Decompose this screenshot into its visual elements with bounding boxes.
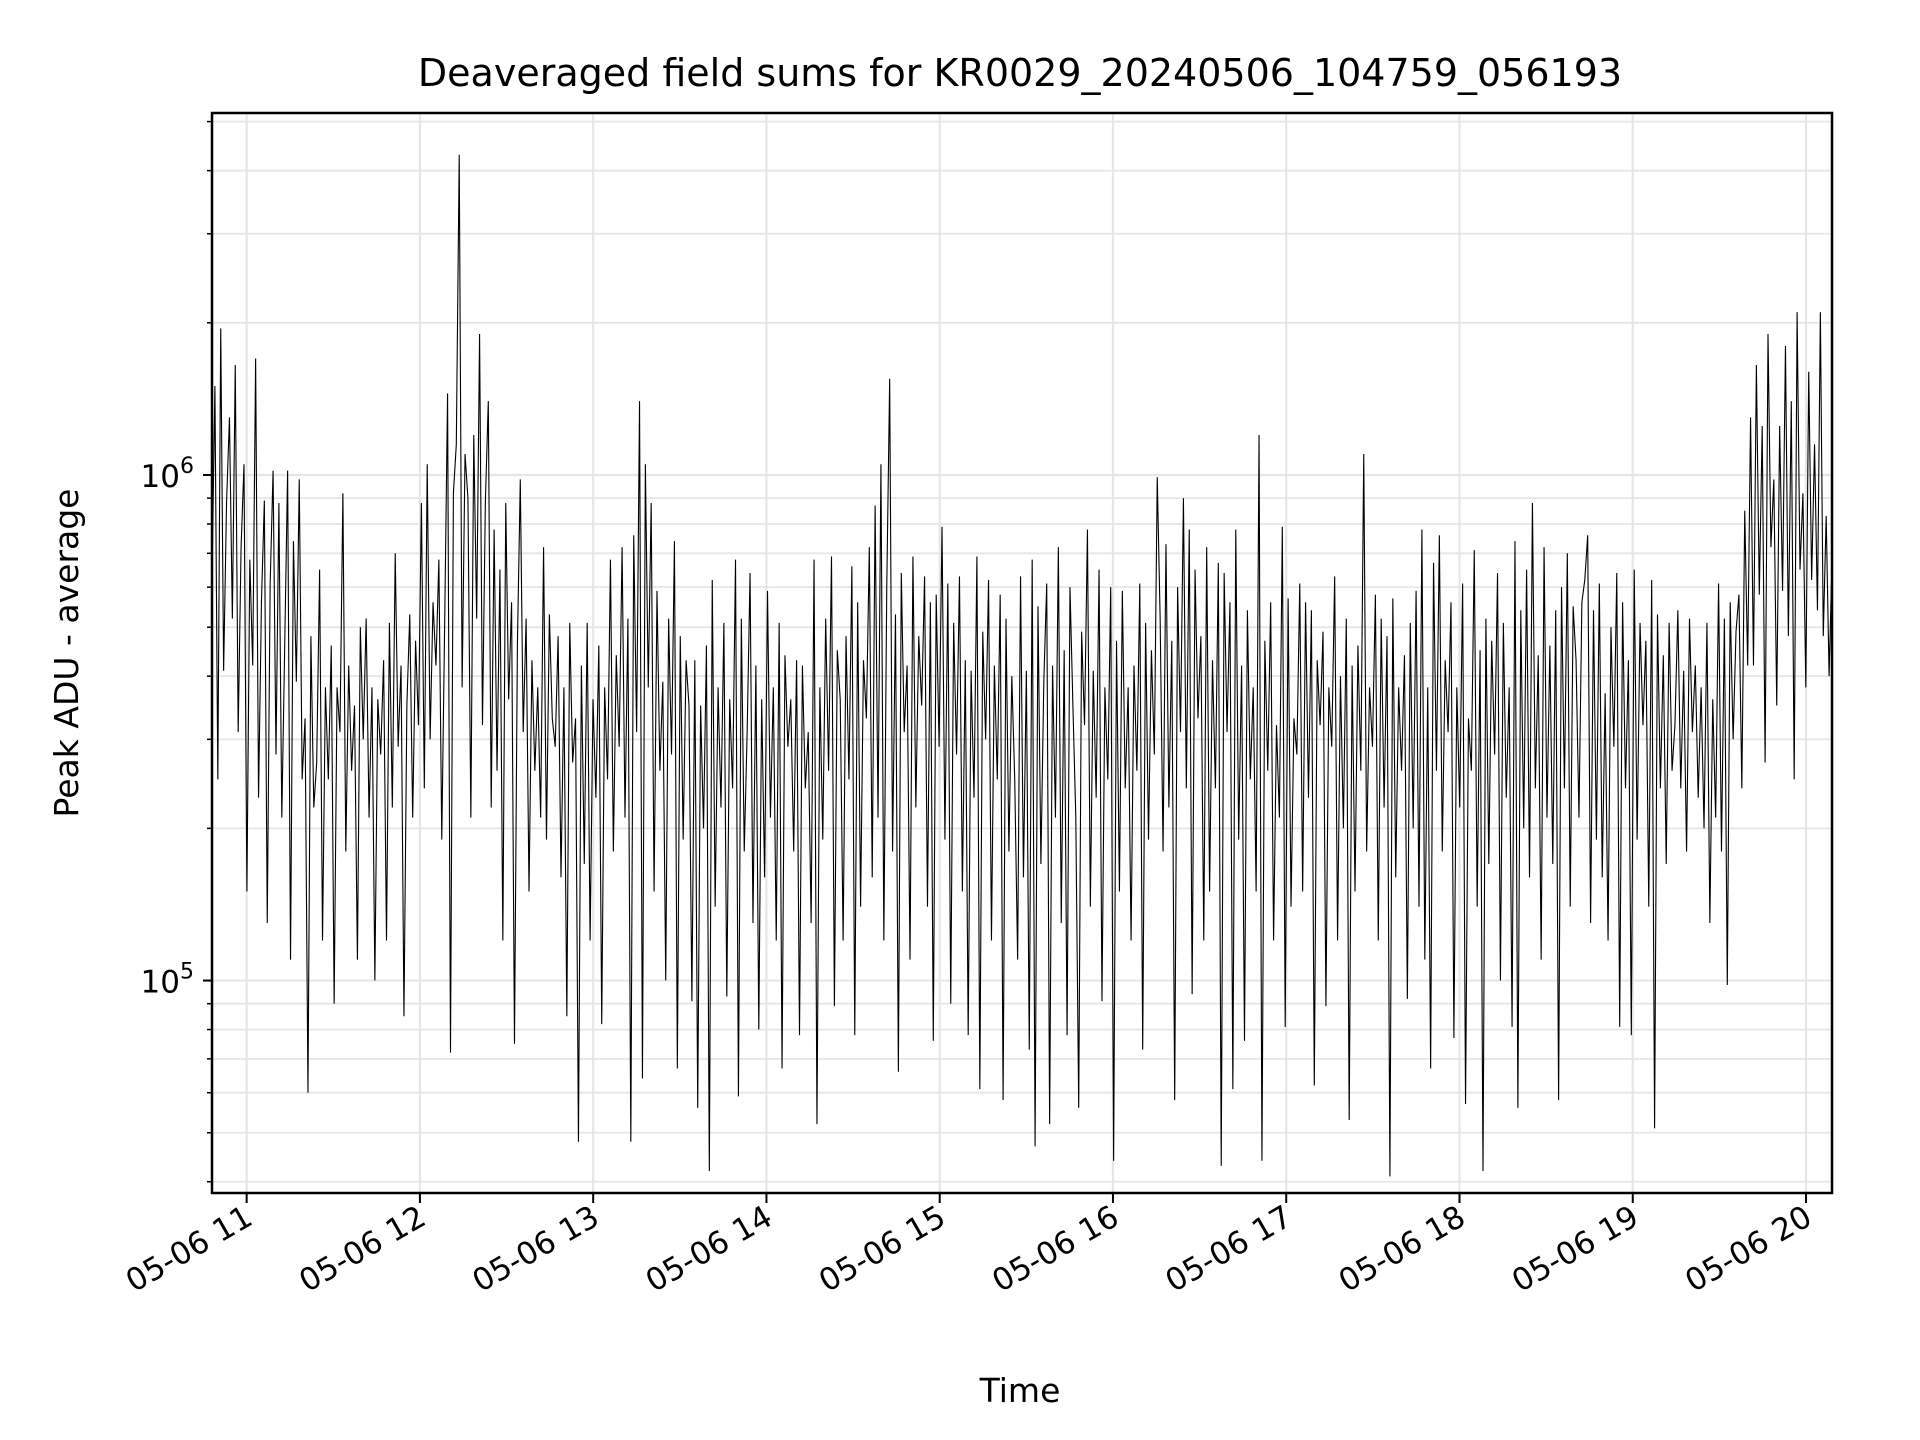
x-axis-label: Time xyxy=(979,1371,1061,1410)
y-tick-label: 105 xyxy=(141,960,194,1001)
y-tick-base: 10 xyxy=(141,965,180,1001)
y-axis-label: Peak ADU - average xyxy=(47,489,86,818)
y-tick-exponent: 5 xyxy=(180,960,194,985)
series-layer xyxy=(211,154,1833,1177)
y-tick-exponent: 6 xyxy=(180,454,194,479)
y-tick-base: 10 xyxy=(141,459,180,495)
y-tick-label: 106 xyxy=(141,454,194,495)
chart-title: Deaveraged field sums for KR0029_2024050… xyxy=(418,51,1622,95)
series-line-0 xyxy=(211,154,1833,1177)
plot-area-frame xyxy=(210,111,1834,1195)
